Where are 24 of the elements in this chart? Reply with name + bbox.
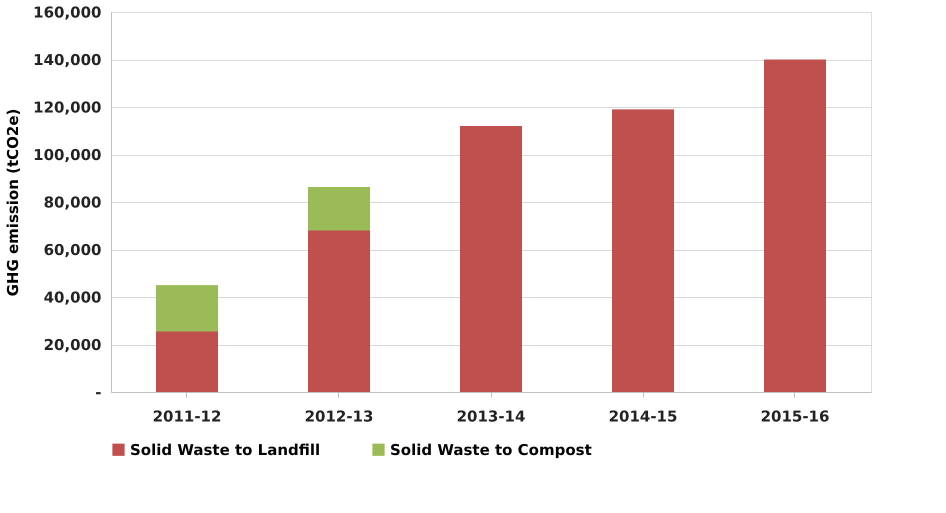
y-tick-label: 20,000 [44, 336, 102, 354]
legend-label: Solid Waste to Landfill [130, 440, 320, 459]
bar [308, 230, 370, 392]
y-tick-label: 140,000 [33, 51, 102, 69]
y-tick-label: 60,000 [44, 241, 102, 259]
x-tick-label: 2014-15 [608, 408, 678, 426]
bar [308, 187, 370, 230]
bar [156, 285, 218, 332]
x-tick-label: 2011-12 [152, 408, 222, 426]
legend-label: Solid Waste to Compost [390, 440, 592, 459]
x-tick-label: 2013-14 [456, 408, 526, 426]
x-tick-label: 2012-13 [304, 408, 374, 426]
y-tick-label: 160,000 [33, 4, 102, 22]
y-tick-label: - [95, 384, 102, 402]
bar [156, 331, 218, 392]
bar [612, 109, 674, 392]
x-tick-label: 2015-16 [760, 408, 830, 426]
y-tick-label: 80,000 [44, 194, 102, 212]
y-tick-label: 40,000 [44, 288, 102, 306]
bar [764, 60, 826, 392]
y-tick-label: 100,000 [33, 146, 102, 164]
y-tick-label: 120,000 [33, 98, 102, 116]
bar [460, 126, 522, 392]
y-axis-title: GHG emission (tCO2e) [4, 108, 22, 296]
